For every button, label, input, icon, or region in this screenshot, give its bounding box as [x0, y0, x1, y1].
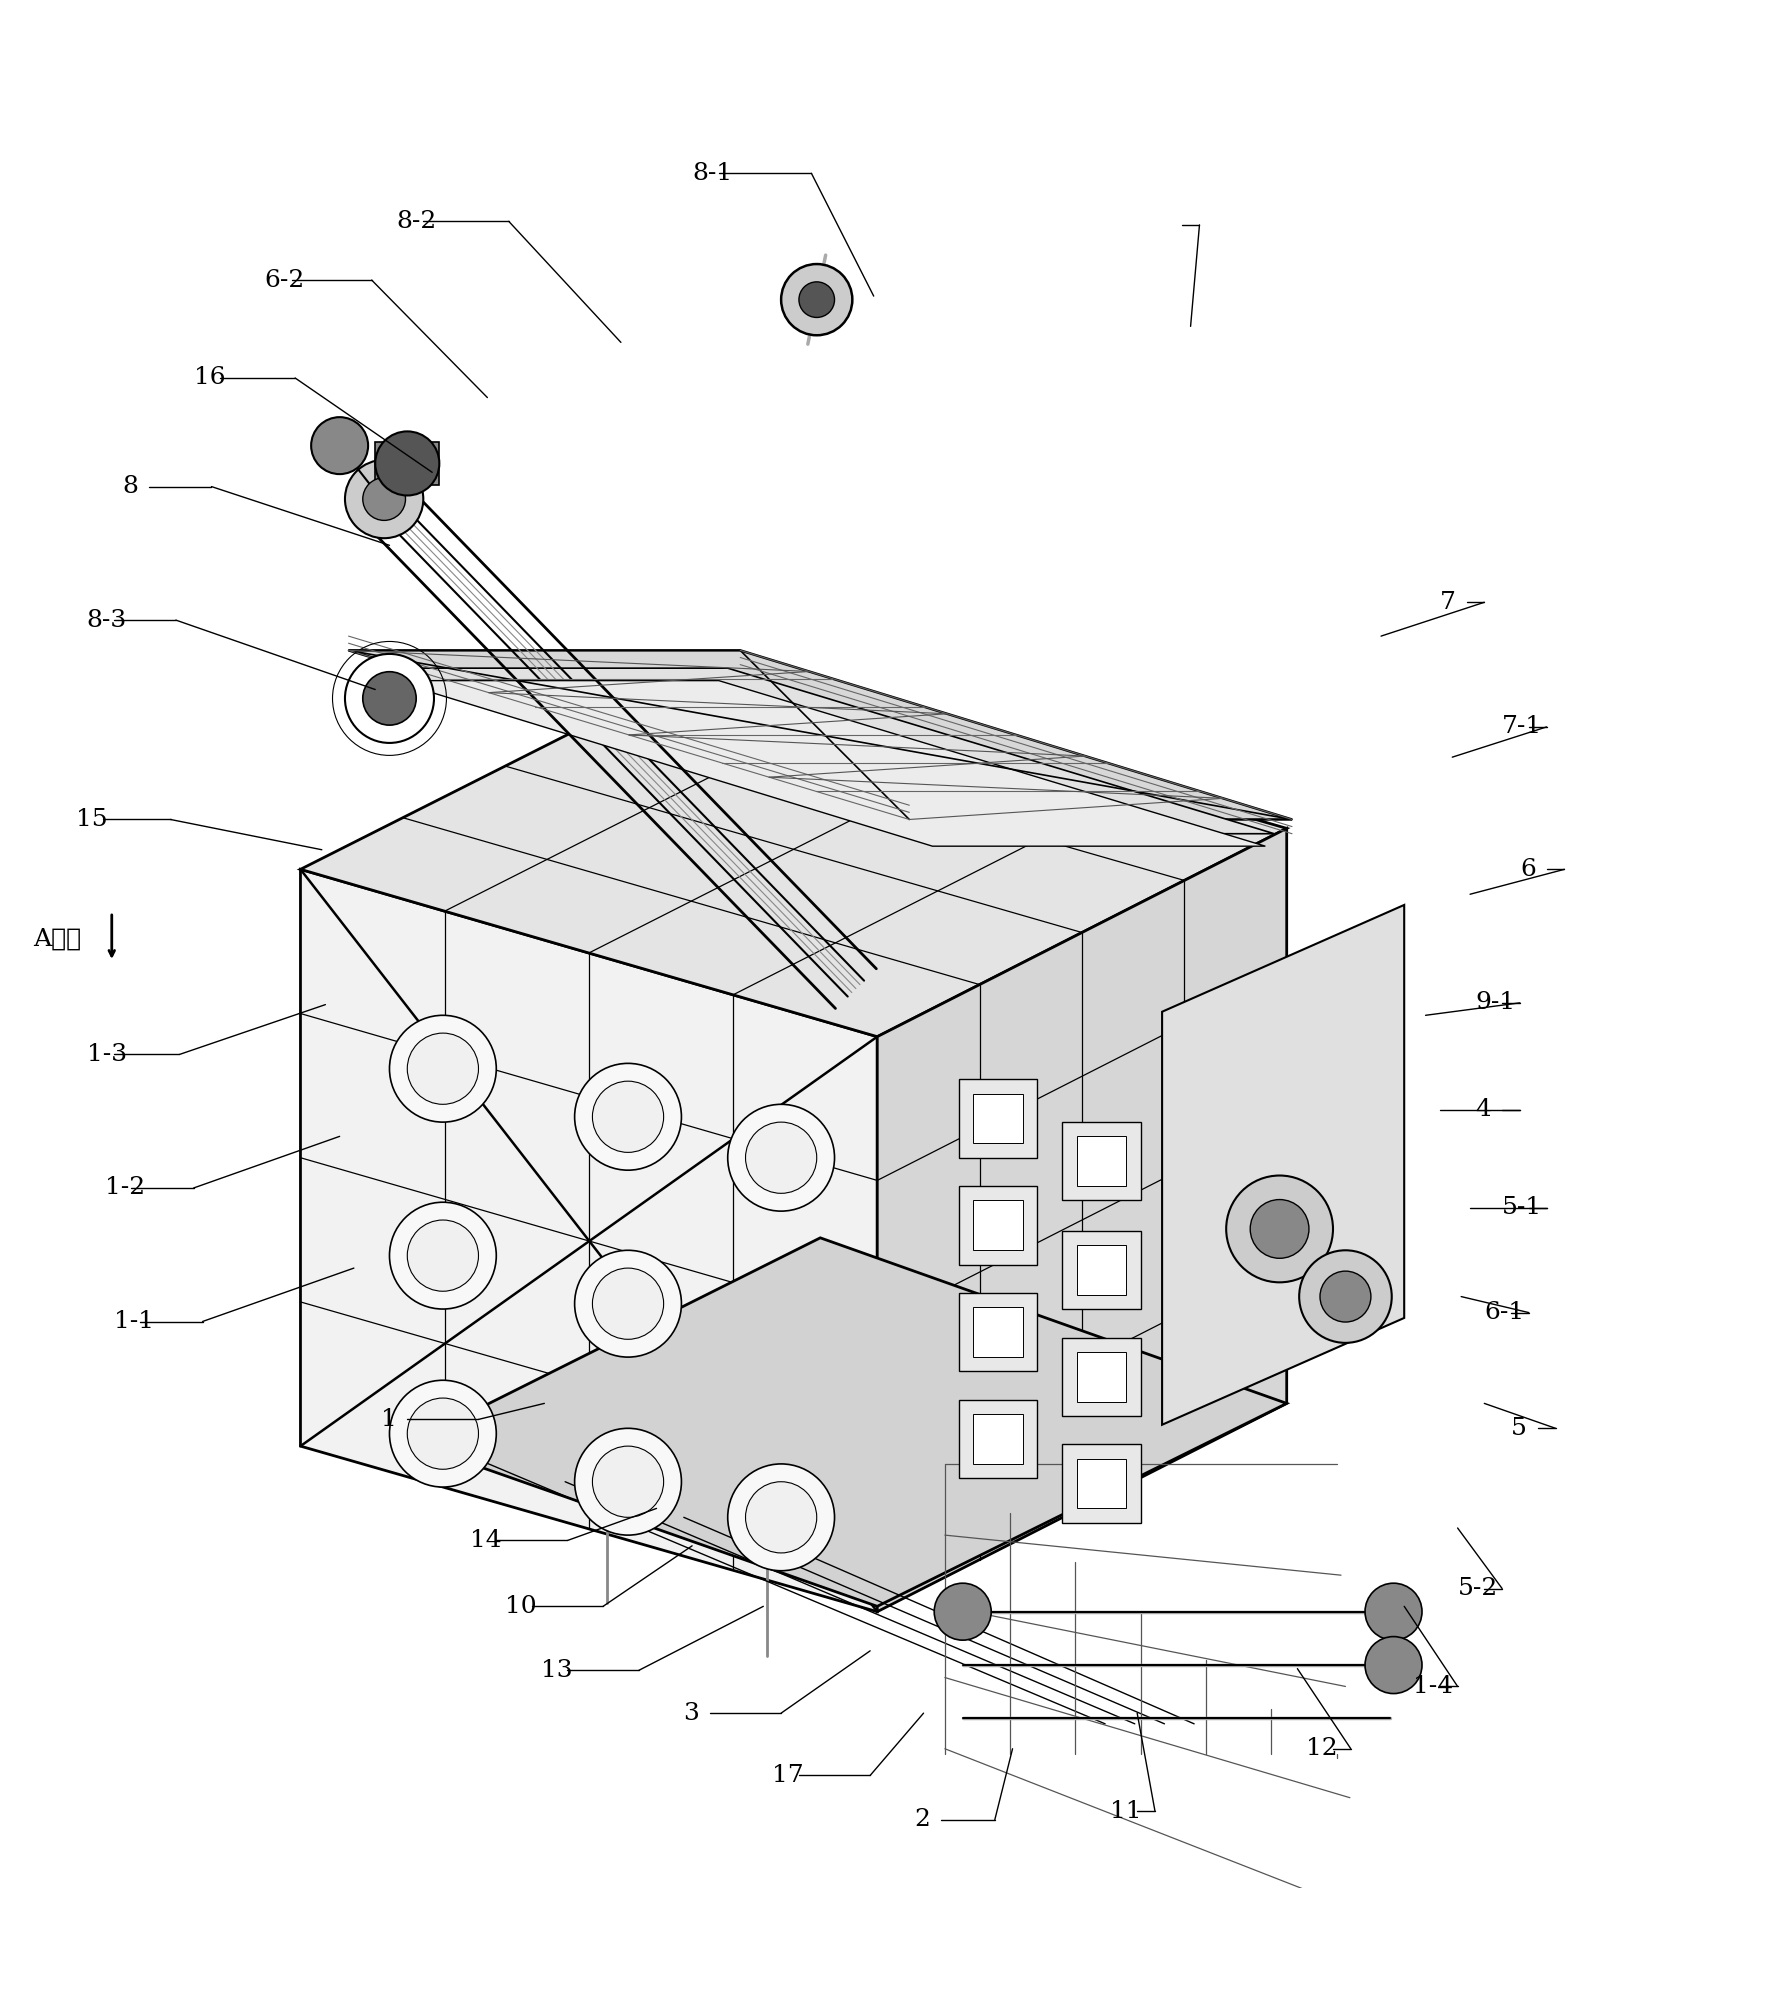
Circle shape: [1249, 1199, 1308, 1259]
Bar: [959, 1400, 1037, 1478]
Circle shape: [406, 1033, 478, 1105]
Polygon shape: [1162, 906, 1404, 1424]
Text: 1-1: 1-1: [114, 1311, 153, 1333]
Circle shape: [745, 1482, 816, 1552]
Bar: [1076, 1137, 1126, 1187]
Circle shape: [592, 1081, 663, 1153]
Circle shape: [574, 1251, 681, 1357]
Polygon shape: [301, 870, 877, 1612]
Text: 1-3: 1-3: [87, 1043, 127, 1065]
Text: 14: 14: [469, 1528, 501, 1552]
Polygon shape: [877, 828, 1287, 1612]
Text: 13: 13: [540, 1660, 572, 1682]
Text: 1-2: 1-2: [105, 1177, 144, 1199]
Text: 8-2: 8-2: [396, 209, 437, 233]
Polygon shape: [392, 680, 1265, 846]
Circle shape: [388, 1203, 495, 1309]
Bar: [973, 1093, 1023, 1143]
Bar: [1076, 1353, 1126, 1402]
Text: 16: 16: [194, 367, 225, 389]
Text: 15: 15: [77, 808, 107, 832]
Circle shape: [1365, 1636, 1422, 1694]
Text: 7-1: 7-1: [1500, 716, 1541, 738]
Circle shape: [406, 1398, 478, 1468]
Circle shape: [727, 1105, 834, 1211]
Circle shape: [574, 1063, 681, 1171]
Text: 8-1: 8-1: [691, 162, 732, 186]
Text: 17: 17: [772, 1764, 804, 1788]
Circle shape: [745, 1121, 816, 1193]
Circle shape: [406, 1221, 478, 1291]
Bar: [1076, 1245, 1126, 1295]
Circle shape: [388, 1381, 495, 1486]
Text: 6-2: 6-2: [266, 269, 305, 291]
Bar: [1062, 1337, 1140, 1416]
Bar: [973, 1414, 1023, 1464]
Circle shape: [312, 417, 367, 475]
Text: 3: 3: [683, 1702, 699, 1724]
Bar: [959, 1293, 1037, 1371]
Circle shape: [1226, 1175, 1333, 1283]
Circle shape: [781, 263, 852, 335]
Circle shape: [934, 1584, 991, 1640]
Circle shape: [592, 1446, 663, 1518]
Polygon shape: [301, 662, 1287, 1037]
Bar: [1076, 1458, 1126, 1508]
Text: 2: 2: [914, 1807, 930, 1831]
Circle shape: [388, 1015, 495, 1121]
Text: 10: 10: [504, 1594, 536, 1618]
Text: 9-1: 9-1: [1474, 992, 1515, 1013]
Bar: [1062, 1231, 1140, 1309]
Text: 4: 4: [1474, 1097, 1490, 1121]
Circle shape: [592, 1269, 663, 1339]
Circle shape: [374, 431, 438, 495]
Circle shape: [344, 654, 433, 742]
Circle shape: [362, 672, 415, 724]
Bar: [973, 1201, 1023, 1251]
Circle shape: [727, 1464, 834, 1570]
Bar: [1062, 1444, 1140, 1522]
Text: 1: 1: [380, 1408, 396, 1430]
Text: 5: 5: [1509, 1416, 1525, 1440]
Text: 1-4: 1-4: [1413, 1676, 1452, 1698]
Text: 8: 8: [123, 475, 139, 499]
Text: 5-1: 5-1: [1500, 1197, 1541, 1219]
Polygon shape: [347, 650, 1292, 820]
Bar: [374, 443, 438, 485]
Circle shape: [362, 477, 405, 521]
Circle shape: [1299, 1251, 1392, 1343]
Text: A方向: A方向: [34, 928, 82, 950]
Circle shape: [1365, 1584, 1422, 1640]
Text: 5-2: 5-2: [1458, 1576, 1497, 1600]
Bar: [959, 1079, 1037, 1157]
Bar: [959, 1187, 1037, 1265]
Text: 12: 12: [1306, 1738, 1336, 1760]
Text: 7: 7: [1440, 591, 1454, 614]
Text: 6-1: 6-1: [1483, 1301, 1524, 1325]
Circle shape: [1319, 1271, 1370, 1323]
Text: 11: 11: [1110, 1799, 1140, 1823]
Bar: [973, 1307, 1023, 1357]
Circle shape: [798, 281, 834, 317]
Text: 8-3: 8-3: [87, 608, 127, 632]
Bar: [1062, 1121, 1140, 1201]
Polygon shape: [410, 1237, 1287, 1606]
Circle shape: [344, 461, 422, 539]
Polygon shape: [374, 668, 1274, 834]
Text: 6: 6: [1518, 858, 1534, 882]
Circle shape: [574, 1428, 681, 1534]
